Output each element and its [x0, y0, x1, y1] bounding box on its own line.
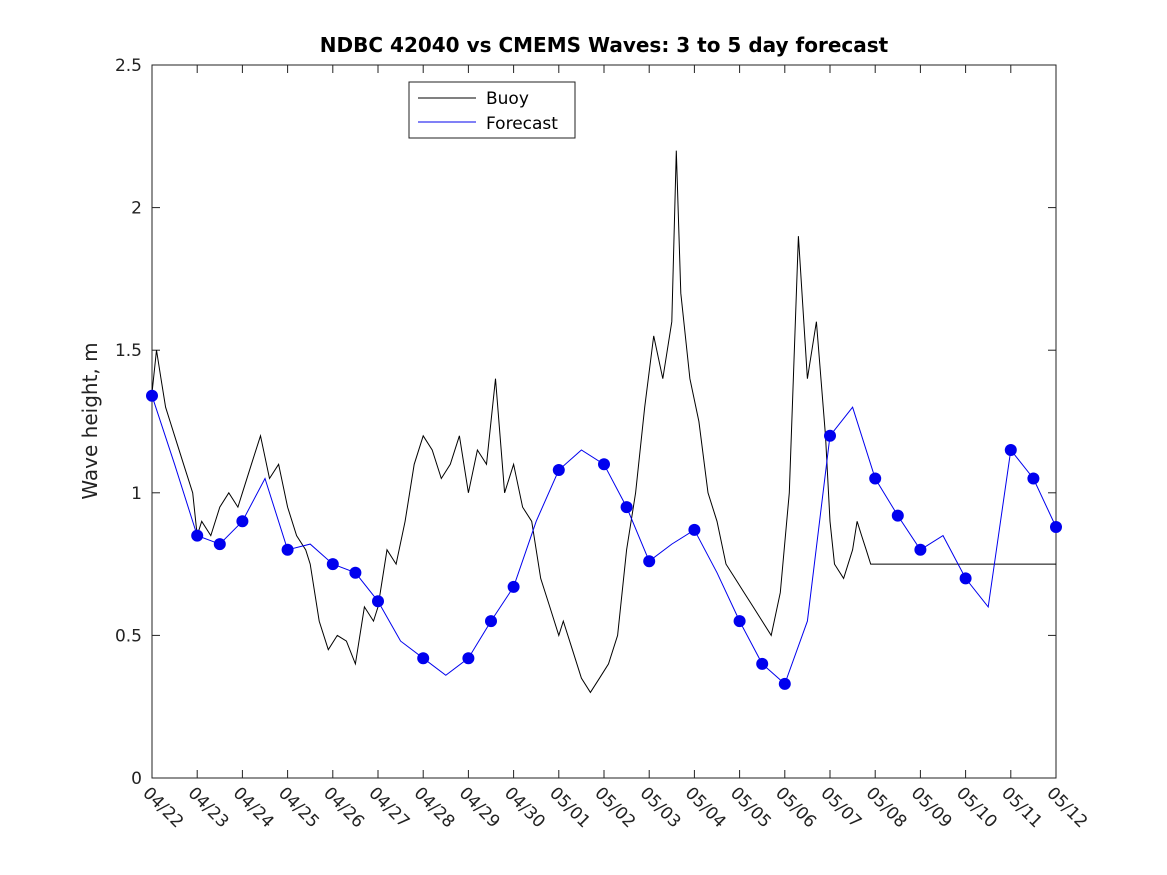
x-tick-label: 05/03: [636, 783, 685, 832]
forecast-point: [1004, 444, 1017, 456]
chart-title: NDBC 42040 vs CMEMS Waves: 3 to 5 day fo…: [320, 33, 889, 57]
x-tick-label: 05/02: [590, 783, 639, 832]
forecast-point: [417, 652, 430, 665]
series-line-buoy: [151, 150, 1056, 694]
y-axis: 0 0.5 1 1.5 2 2.5: [115, 56, 1056, 789]
legend: Buoy Forecast: [408, 81, 576, 139]
legend-label-buoy: Buoy: [486, 89, 529, 109]
x-tick-label: 05/09: [907, 783, 956, 832]
forecast-point: [620, 501, 633, 514]
x-tick-label: 04/27: [364, 783, 413, 832]
legend-box: [408, 81, 576, 139]
x-tick-label: 05/12: [1042, 783, 1091, 832]
x-tick-label: 05/01: [545, 783, 594, 832]
forecast-point: [598, 458, 610, 471]
forecast-point: [462, 652, 475, 665]
x-tick-label: 05/11: [997, 783, 1046, 832]
forecast-point: [213, 538, 226, 551]
forecast-point: [733, 615, 746, 628]
forecast-point: [1027, 472, 1040, 485]
forecast-point: [507, 580, 520, 593]
series-layer: [146, 150, 1062, 694]
forecast-point: [236, 515, 249, 528]
y-tick-label: 1: [131, 484, 142, 504]
x-tick-label: 04/30: [500, 783, 549, 832]
forecast-point: [349, 566, 362, 579]
forecast-point: [756, 657, 769, 670]
forecast-point: [824, 429, 836, 442]
x-tick-label: 04/29: [455, 783, 504, 832]
forecast-point: [552, 464, 565, 476]
x-tick-label: 04/23: [184, 783, 233, 832]
x-tick-label: 04/26: [319, 783, 368, 832]
forecast-point: [1050, 521, 1062, 533]
x-tick-label: 05/05: [726, 783, 775, 832]
legend-label-forecast: Forecast: [486, 114, 558, 134]
x-tick-label: 04/22: [138, 783, 187, 832]
y-tick-label: 2: [131, 199, 142, 219]
forecast-point: [778, 677, 791, 690]
y-tick-label: 1.5: [115, 341, 142, 361]
x-tick-label: 04/25: [274, 783, 323, 832]
plot-area: [151, 64, 1057, 779]
forecast-point: [372, 595, 384, 608]
y-tick-label: 0.5: [115, 626, 142, 646]
forecast-point: [891, 509, 904, 522]
y-tick-label: 2.5: [115, 56, 142, 76]
forecast-point: [869, 472, 882, 485]
forecast-point: [643, 555, 656, 568]
y-axis-label: Wave height, m: [78, 342, 102, 499]
x-tick-label: 05/06: [771, 783, 820, 832]
x-tick-label: 04/24: [229, 783, 278, 832]
x-tick-label: 05/08: [862, 783, 911, 832]
x-tick-label: 05/10: [952, 783, 1001, 832]
forecast-point: [281, 543, 294, 556]
forecast-point: [146, 389, 158, 402]
y-tick-label: 0: [131, 769, 142, 789]
forecast-point: [914, 543, 927, 556]
forecast-point: [688, 523, 701, 536]
forecast-point: [326, 558, 339, 571]
forecast-point: [959, 572, 972, 585]
x-tick-label: 04/28: [410, 783, 459, 832]
forecast-point: [191, 529, 204, 542]
x-tick-label: 05/07: [816, 783, 865, 832]
x-tick-label: 05/04: [681, 783, 730, 832]
forecast-point: [485, 615, 497, 628]
